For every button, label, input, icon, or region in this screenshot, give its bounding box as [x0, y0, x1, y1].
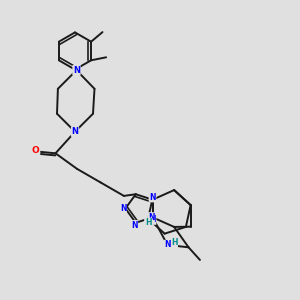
Text: H: H: [145, 218, 151, 227]
Text: O: O: [32, 146, 40, 155]
Text: N: N: [149, 215, 156, 224]
Text: N: N: [164, 240, 171, 249]
Text: N: N: [131, 221, 137, 230]
Text: N: N: [71, 127, 79, 136]
Text: N: N: [148, 213, 154, 222]
Text: N: N: [149, 193, 156, 202]
Text: N: N: [120, 204, 126, 213]
Text: N: N: [73, 66, 80, 75]
Text: H: H: [171, 238, 177, 247]
